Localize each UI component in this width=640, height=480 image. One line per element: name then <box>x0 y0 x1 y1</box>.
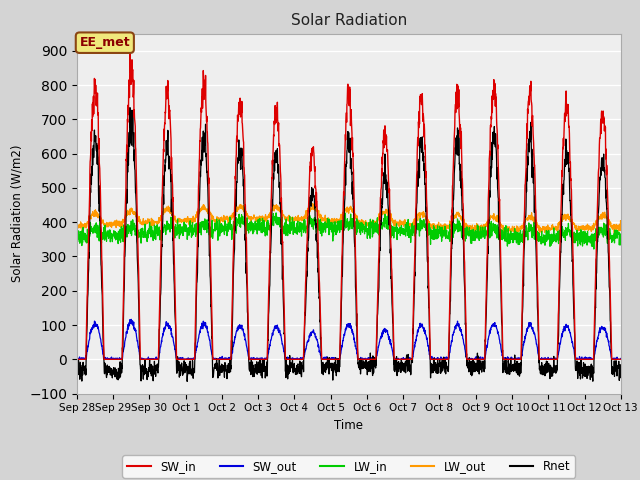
LW_in <box>73 230 81 236</box>
LW_in <box>225 222 232 228</box>
SW_out <box>73 356 81 362</box>
LW_in <box>584 239 592 245</box>
Y-axis label: Solar Radiation (W/m2): Solar Radiation (W/m2) <box>10 145 24 282</box>
LW_out <box>225 217 232 223</box>
SW_in <box>225 357 232 362</box>
Line: Rnet: Rnet <box>77 108 621 382</box>
SW_in <box>507 357 515 362</box>
SW_in <box>376 194 384 200</box>
SW_in <box>584 357 592 362</box>
LW_in <box>590 246 598 252</box>
SW_out <box>584 356 592 362</box>
SW_out <box>377 336 385 341</box>
LW_out <box>73 226 81 231</box>
LW_out <box>507 228 515 233</box>
Rnet <box>225 360 233 366</box>
LW_in <box>272 210 280 216</box>
LW_in <box>617 240 625 246</box>
LW_out <box>365 220 372 226</box>
Rnet <box>584 363 592 369</box>
Rnet <box>377 220 385 226</box>
LW_in <box>507 231 515 237</box>
X-axis label: Time: Time <box>334 419 364 432</box>
LW_in <box>569 237 577 242</box>
Rnet <box>617 374 625 380</box>
Rnet <box>73 360 81 366</box>
SW_out <box>508 354 515 360</box>
LW_out <box>584 228 592 233</box>
SW_out <box>127 316 135 322</box>
LW_in <box>376 219 384 225</box>
Rnet <box>365 359 372 364</box>
LW_out <box>309 201 317 206</box>
SW_in <box>73 357 81 362</box>
SW_in <box>617 357 625 362</box>
LW_out <box>570 221 577 227</box>
SW_in <box>365 357 372 362</box>
Line: LW_out: LW_out <box>77 204 621 234</box>
Rnet <box>126 105 134 110</box>
Line: LW_in: LW_in <box>77 213 621 249</box>
LW_in <box>365 228 372 233</box>
Title: Solar Radiation: Solar Radiation <box>291 13 407 28</box>
Line: SW_in: SW_in <box>77 52 621 360</box>
LW_out <box>511 231 518 237</box>
Rnet <box>183 379 191 384</box>
SW_out <box>365 355 372 360</box>
SW_out <box>570 344 577 350</box>
LW_out <box>617 222 625 228</box>
Rnet <box>570 287 577 292</box>
SW_out <box>73 357 81 362</box>
Line: SW_out: SW_out <box>77 319 621 360</box>
SW_in <box>569 251 577 256</box>
Legend: SW_in, SW_out, LW_in, LW_out, Rnet: SW_in, SW_out, LW_in, LW_out, Rnet <box>122 455 575 478</box>
SW_in <box>126 49 134 55</box>
SW_out <box>617 356 625 361</box>
Rnet <box>508 369 515 374</box>
SW_out <box>225 357 233 362</box>
Text: EE_met: EE_met <box>79 36 130 49</box>
LW_out <box>376 215 384 220</box>
